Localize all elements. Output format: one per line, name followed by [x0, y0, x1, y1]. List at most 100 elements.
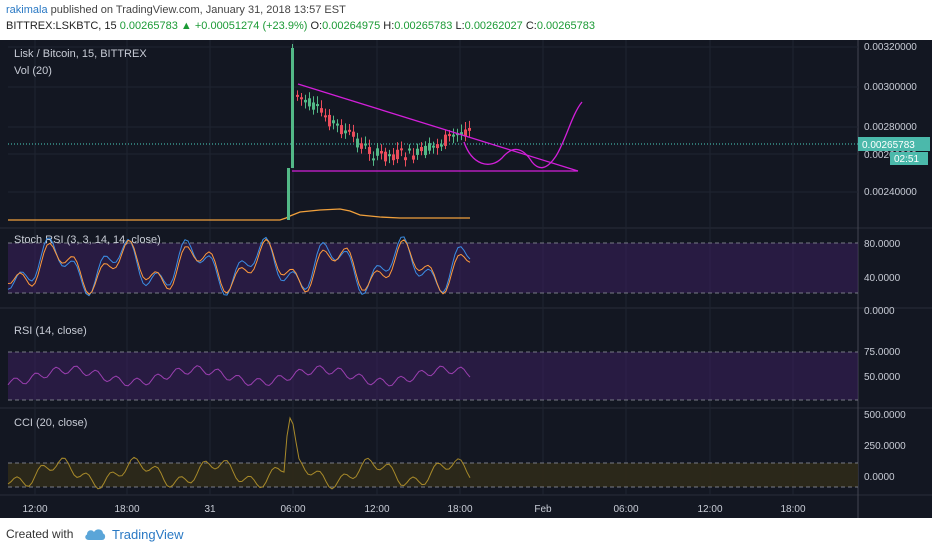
stoch-tick: 40.0000: [864, 273, 901, 284]
chart-area[interactable]: Lisk / Bitcoin, 15, BITTREX Vol (20) 0.0…: [0, 40, 932, 518]
candle: [340, 125, 343, 135]
pattern-upper-trendline[interactable]: [297, 83, 579, 172]
candle: [388, 154, 391, 157]
candle: [424, 145, 427, 156]
candle: [360, 143, 363, 149]
countdown-text: 02:51: [894, 154, 919, 165]
candle: [296, 94, 299, 97]
author-link[interactable]: rakimala: [6, 4, 48, 16]
candle: [308, 98, 311, 107]
candle: [440, 144, 443, 147]
time-tick: Feb: [534, 504, 552, 515]
candle: [324, 115, 327, 118]
time-tick: 12:00: [22, 504, 47, 515]
price-tick: 0.00320000: [864, 42, 917, 53]
candle: [376, 148, 379, 156]
time-axis[interactable]: 12:00 18:00 31 06:00 12:00 18:00 Feb 06:…: [22, 504, 805, 515]
published-text: published on TradingView.com, January 31…: [50, 4, 346, 16]
candle: [332, 120, 335, 124]
symbol-label: BITTREX:LSKBTC, 15: [6, 20, 117, 32]
candle: [464, 129, 467, 137]
candle: [344, 130, 347, 134]
time-tick: 12:00: [364, 504, 389, 515]
candle: [380, 151, 383, 154]
tradingview-brand-link[interactable]: TradingView: [84, 524, 184, 544]
candle: [348, 129, 351, 132]
candle: [372, 158, 375, 161]
volume-label: Vol (20): [14, 65, 52, 77]
stoch-rsi-pane: Stoch RSI (3, 3, 14, 14, close) 80.0000 …: [7, 234, 901, 317]
projection-curve[interactable]: [463, 101, 583, 169]
time-tick: 12:00: [697, 504, 722, 515]
candle: [304, 99, 307, 103]
high-value: 0.00265783: [394, 20, 453, 32]
time-tick: 06:00: [613, 504, 638, 515]
stoch-title: Stoch RSI (3, 3, 14, 14, close): [14, 234, 161, 246]
open-value: 0.00264975: [322, 20, 381, 32]
price-tick: 0.00280000: [864, 122, 917, 133]
candle: [412, 155, 415, 160]
rsi-tick: 75.0000: [864, 347, 901, 358]
time-tick: 18:00: [447, 504, 472, 515]
rsi-line: [7, 365, 471, 387]
price-tick: 0.00300000: [864, 82, 917, 93]
candlestick-series: [287, 44, 471, 220]
candle: [312, 102, 315, 110]
candle: [368, 147, 371, 154]
low-value: 0.00262027: [464, 20, 523, 32]
brand-name: TradingView: [112, 526, 184, 542]
candle: [320, 108, 323, 113]
publish-info: rakimala published on TradingView.com, J…: [6, 4, 346, 16]
candle: [396, 149, 399, 160]
candle: [436, 144, 439, 149]
time-tick: 18:00: [780, 504, 805, 515]
candle: [364, 143, 367, 146]
header-bar: rakimala published on TradingView.com, J…: [0, 0, 932, 40]
close-value: 0.00265783: [536, 20, 595, 32]
candle: [400, 148, 403, 151]
candle: [444, 134, 447, 146]
rsi-band: [8, 352, 858, 400]
candle: [420, 147, 423, 152]
candle: [404, 157, 407, 161]
candle: [336, 123, 339, 126]
cci-line: [7, 416, 471, 490]
countdown-tag: [890, 152, 928, 165]
cci-band: [8, 463, 858, 487]
cci-title: CCI (20, close): [14, 417, 87, 429]
rsi-pane: RSI (14, close) 75.0000 50.0000: [7, 325, 901, 401]
candle: [468, 127, 471, 131]
candle: [408, 148, 411, 151]
close-label: C:: [525, 20, 537, 32]
candle: [384, 151, 387, 162]
price-grid: [8, 46, 858, 193]
candle: [300, 97, 303, 100]
time-tick: 31: [204, 504, 216, 515]
candle: [416, 148, 419, 155]
candle: [356, 138, 359, 148]
time-tick: 06:00: [280, 504, 305, 515]
candle: [428, 143, 431, 151]
candle: [452, 134, 455, 137]
chart-svg: Lisk / Bitcoin, 15, BITTREX Vol (20) 0.0…: [0, 40, 932, 518]
cci-tick: 500.0000: [864, 410, 906, 421]
candle: [287, 168, 290, 220]
time-tick: 18:00: [114, 504, 139, 515]
created-with-label: Created with: [6, 527, 74, 541]
high-label: H:: [383, 20, 395, 32]
stoch-tick: 80.0000: [864, 239, 901, 250]
candle: [392, 154, 395, 161]
footer-bar: Created with TradingView: [0, 518, 932, 550]
stoch-band: [8, 243, 858, 293]
last-price: 0.00265783: [119, 20, 178, 32]
rsi-title: RSI (14, close): [14, 325, 87, 337]
candle: [448, 134, 451, 137]
price-change: ▲ +0.00051274 (+23.9%): [180, 20, 308, 32]
cci-pane: CCI (20, close) 500.0000 250.0000 0.0000: [7, 410, 906, 490]
low-label: L:: [455, 20, 465, 32]
cci-tick: 250.0000: [864, 441, 906, 452]
stoch-k-line: [7, 236, 471, 297]
cloud-logo-icon: [85, 529, 106, 540]
open-label: O:: [310, 20, 323, 32]
price-tick: 0.00240000: [864, 187, 917, 198]
